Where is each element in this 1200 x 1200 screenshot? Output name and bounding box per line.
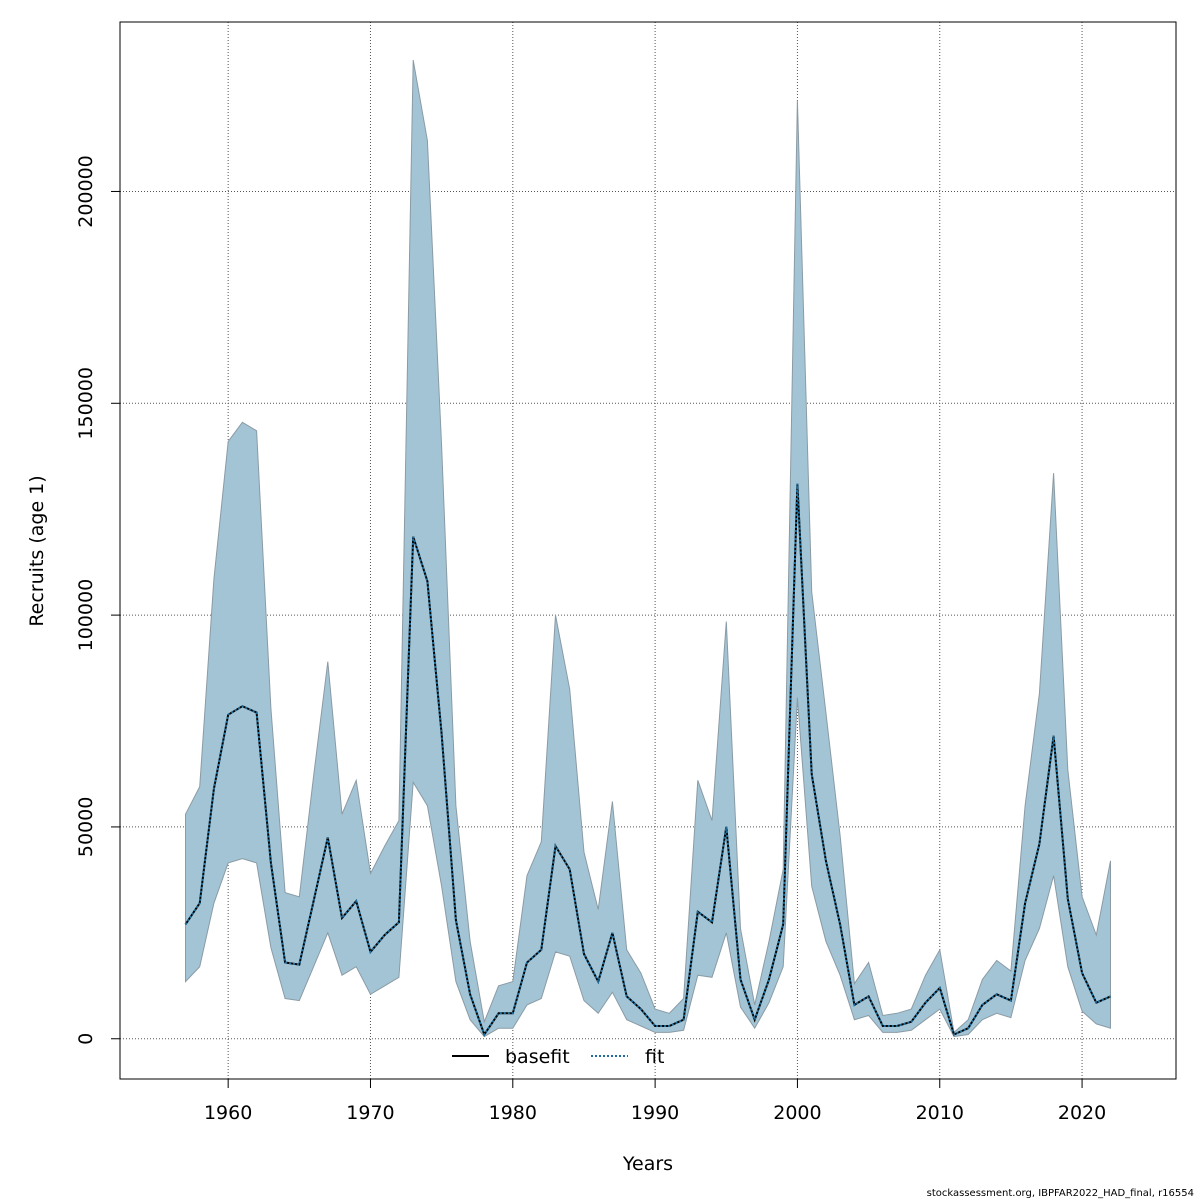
y-tick-label: 150000 [75, 367, 97, 440]
plot-frame [119, 21, 1177, 1080]
legend: basefit fit [452, 1046, 664, 1068]
x-tick-label: 2020 [1058, 1102, 1106, 1124]
y-tick-label: 100000 [75, 579, 97, 652]
x-tick-label: 2010 [916, 1102, 964, 1124]
legend-label-basefit: basefit [505, 1046, 570, 1068]
legend-label-fit: fit [645, 1046, 664, 1068]
confidence-band-area [185, 60, 1111, 1038]
x-tick-label: 1980 [489, 1102, 537, 1124]
grid-lines [120, 22, 1176, 1079]
series-lines [184, 483, 1111, 1037]
footer-credit: stockassessment.org, IBPFAR2022_HAD_fina… [926, 1188, 1194, 1199]
series-line-fit [184, 483, 1111, 1037]
y-axis: 0 50000 100000 150000 200000 [75, 155, 120, 1045]
y-axis-title: Recruits (age 1) [26, 475, 48, 626]
confidence-band [185, 60, 1111, 1038]
x-tick-label: 1990 [631, 1102, 679, 1124]
y-tick-label: 50000 [75, 797, 97, 857]
y-tick-label: 0 [75, 1033, 97, 1045]
x-tick-label: 1970 [346, 1102, 394, 1124]
x-tick-label: 2000 [773, 1102, 821, 1124]
x-axis: 1960 1970 1980 1990 2000 2010 2020 [204, 1079, 1106, 1124]
x-tick-label: 1960 [204, 1102, 252, 1124]
x-axis-title: Years [622, 1153, 673, 1175]
y-tick-label: 200000 [75, 155, 97, 228]
